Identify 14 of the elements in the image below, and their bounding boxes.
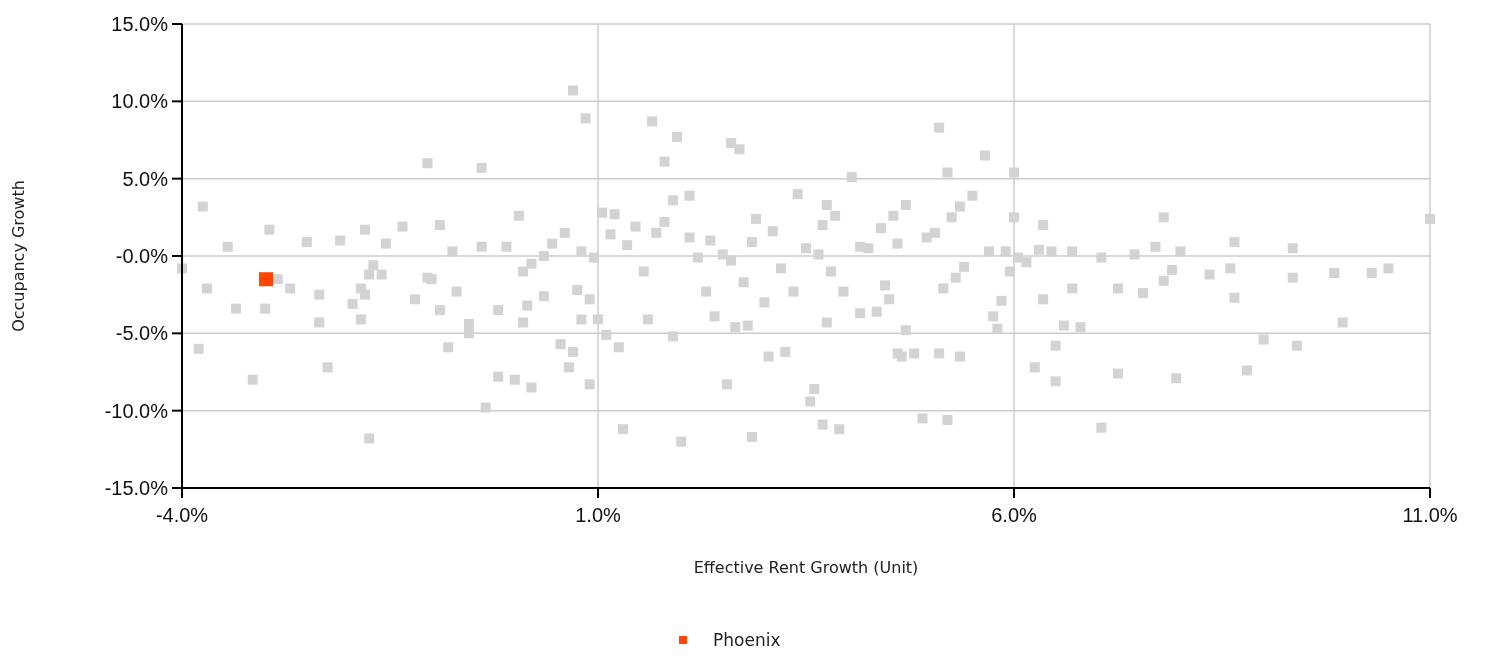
y-tick-label: -10.0%	[104, 399, 169, 422]
y-tick-label: -0.0%	[115, 245, 169, 267]
x-tick-label: -4.0%	[155, 504, 209, 526]
y-tick-label: 5.0%	[122, 167, 169, 190]
y-tick-label: -15.0%	[104, 477, 169, 499]
y-tick-label: -5.0%	[115, 322, 169, 345]
y-axis-title: Occupancy Growth	[9, 180, 28, 332]
legend-label: Phoenix	[713, 630, 781, 650]
x-tick-label: 6.0%	[991, 504, 1038, 526]
x-tick-label: 11.0%	[1402, 504, 1458, 526]
x-tick-label: 1.0%	[575, 504, 622, 526]
y-tick-label: 10.0%	[111, 90, 169, 113]
x-axis-title: Effective Rent Growth (Unit)	[693, 558, 919, 577]
y-tick-label: 15.0%	[111, 13, 169, 35]
